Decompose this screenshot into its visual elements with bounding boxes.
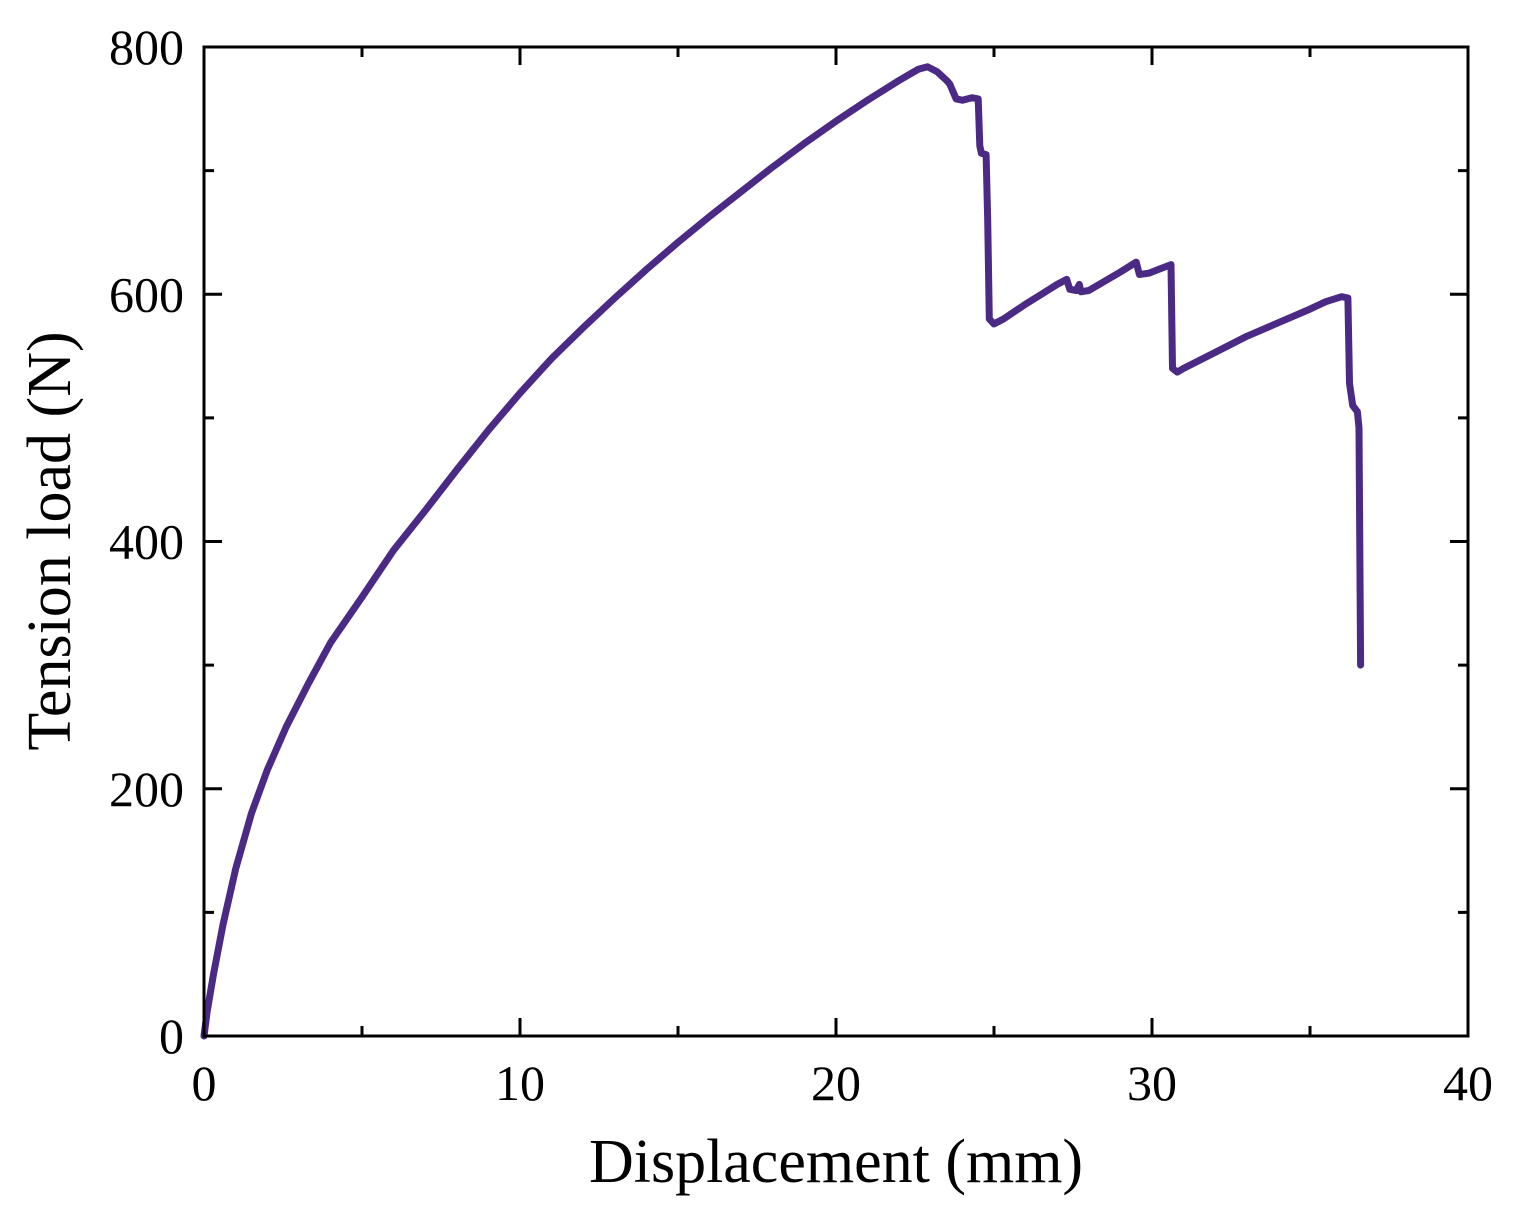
y-tick-label: 400: [109, 514, 184, 570]
series-group: [200, 63, 1365, 1040]
y-tick-label: 200: [109, 761, 184, 817]
y-tick-label: 600: [109, 266, 184, 322]
axis-ticks: [202, 45, 1470, 1038]
x-tick-label: 10: [495, 1055, 545, 1111]
series-line: [200, 63, 1365, 1040]
plot-frame: [202, 45, 1470, 1038]
y-tick-label: 800: [109, 19, 184, 75]
y-tick-label: 0: [159, 1008, 184, 1064]
x-axis-title: Displacement (mm): [589, 1128, 1083, 1196]
y-axis-title: Tension load (N): [16, 331, 84, 750]
x-tick-label: 30: [1127, 1055, 1177, 1111]
x-tick-label: 0: [192, 1055, 217, 1111]
x-tick-label: 40: [1443, 1055, 1493, 1111]
x-tick-label: 20: [811, 1055, 861, 1111]
